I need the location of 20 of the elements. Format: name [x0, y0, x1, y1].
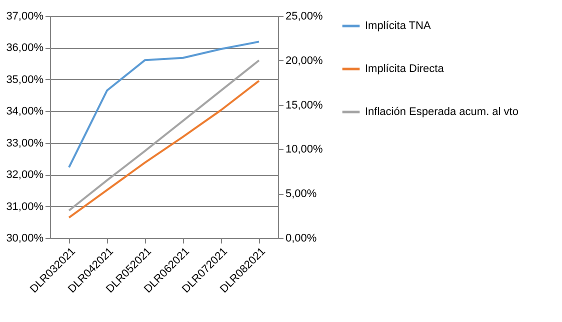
- line-series: [68, 40, 260, 168]
- legend-label: Implícita Directa: [365, 63, 445, 75]
- y2-tick-label: 5,00%: [286, 188, 317, 200]
- y-tick-label: 31,00%: [6, 200, 44, 213]
- legend-label: Implícita TNA: [365, 20, 432, 32]
- y-tick-label: 36,00%: [6, 42, 44, 54]
- y2-tick-label: 25,00%: [286, 10, 324, 22]
- y-tick-label: 35,00%: [6, 74, 44, 86]
- legend-label: Inflación Esperada acum. al vto: [365, 106, 518, 118]
- y2-tick-label: 15,00%: [286, 99, 324, 112]
- y-tick-label: 30,00%: [6, 232, 44, 244]
- y-tick-label: 32,00%: [6, 169, 44, 182]
- line-series: [68, 80, 260, 219]
- y-tick-label: 37,00%: [6, 10, 44, 22]
- y-tick-label: 33,00%: [6, 137, 44, 150]
- y2-tick-label: 20,00%: [286, 54, 324, 67]
- y2-tick-label: 10,00%: [286, 144, 324, 156]
- y2-tick-label: 0,00%: [286, 232, 317, 244]
- line-series: [68, 59, 260, 212]
- y-tick-label: 34,00%: [6, 106, 44, 118]
